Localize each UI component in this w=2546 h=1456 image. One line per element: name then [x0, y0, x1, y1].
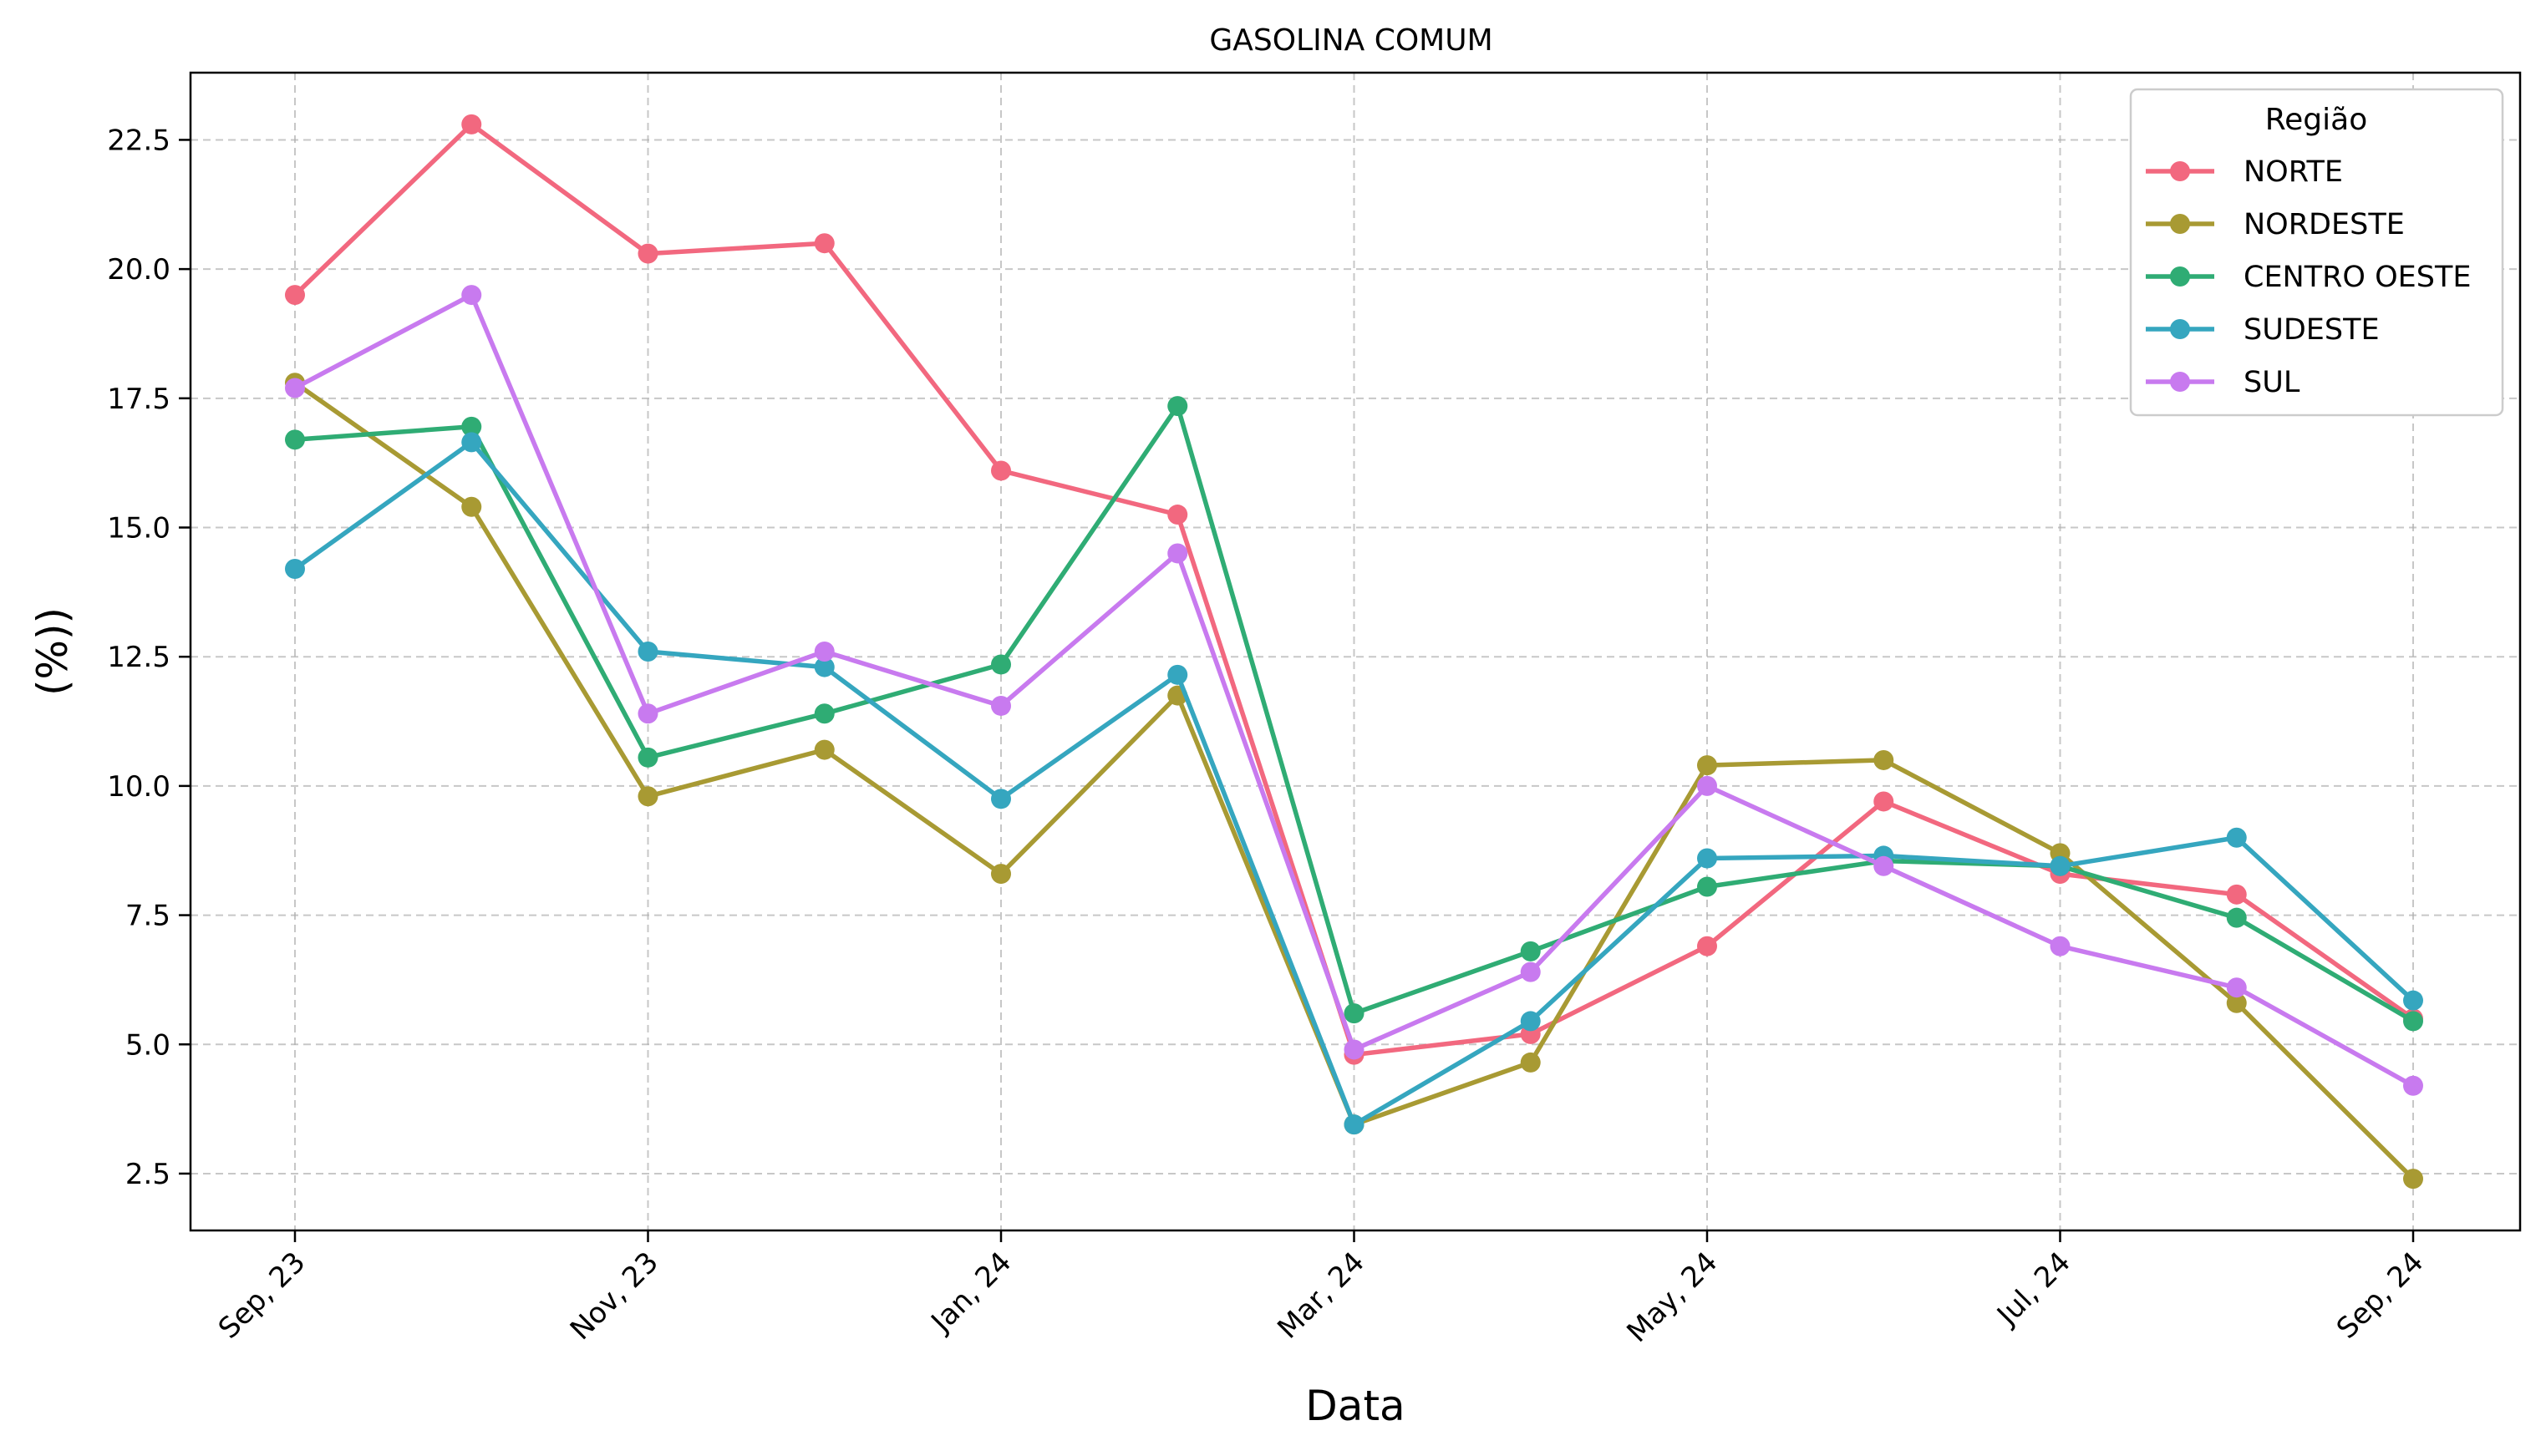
legend: Região NORTE NORDESTE CENTRO OESTE SUDESTE S… [2129, 88, 2504, 417]
data-point-centro-oeste [285, 429, 305, 450]
series-sul [285, 285, 2423, 1096]
x-axis-label: Data [1305, 1382, 1405, 1430]
data-point-sudeste [461, 432, 482, 453]
data-point-sul [1697, 775, 1717, 796]
data-point-centro-oeste [1167, 396, 1188, 417]
x-tick-label: Jan, 24 [924, 1245, 1019, 1340]
data-point-sul [1344, 1039, 1364, 1060]
series-sudeste [285, 432, 2423, 1135]
legend-label: NORTE [2244, 155, 2343, 189]
data-point-centro-oeste [1697, 876, 1717, 897]
x-tick-label: Sep, 24 [2330, 1245, 2430, 1345]
legend-label: SUDESTE [2244, 313, 2380, 347]
data-point-sul [1873, 855, 1894, 876]
legend-swatch-marker [2170, 319, 2190, 339]
chart-title: GASOLINA COMUM [1209, 23, 1492, 58]
y-tick-label: 17.5 [107, 383, 170, 416]
data-point-sudeste [638, 642, 658, 662]
data-point-nordeste [638, 786, 658, 807]
y-tick-label: 7.5 [125, 900, 170, 933]
data-point-norte [1873, 791, 1894, 812]
data-point-sul [2403, 1075, 2423, 1096]
data-point-sudeste [1697, 848, 1717, 869]
data-point-sudeste [1167, 664, 1188, 685]
legend-swatch-marker [2170, 372, 2190, 392]
data-point-norte [991, 460, 1011, 481]
data-point-sudeste [991, 789, 1011, 809]
data-point-norte [814, 233, 835, 254]
plot-area-frame [189, 71, 2522, 1232]
legend-entry-sudeste: SUDESTE [2146, 313, 2380, 347]
data-point-sudeste [1344, 1114, 1364, 1135]
data-point-sul [638, 703, 658, 724]
data-point-centro-oeste [2403, 1011, 2423, 1032]
legend-title: Região [2265, 103, 2367, 137]
data-point-sul [461, 285, 482, 306]
data-point-centro-oeste [2226, 907, 2247, 928]
legend-label: SUL [2244, 366, 2300, 399]
data-point-sul [814, 642, 835, 662]
x-tick-label: Mar, 24 [1271, 1245, 1371, 1346]
data-point-norte [2226, 884, 2247, 905]
series-layer [285, 114, 2423, 1190]
data-point-nordeste [2403, 1169, 2423, 1190]
data-point-nordeste [814, 739, 835, 760]
data-point-sudeste [285, 559, 305, 579]
data-point-norte [1167, 505, 1188, 525]
data-point-sudeste [814, 657, 835, 677]
legend-box [2129, 88, 2504, 417]
data-point-nordeste [461, 496, 482, 517]
y-tick-label: 5.0 [125, 1028, 170, 1062]
data-point-centro-oeste [1344, 1003, 1364, 1024]
legend-entry-norte: NORTE [2146, 155, 2343, 189]
data-point-centro-oeste [1520, 941, 1541, 961]
y-axis-label: (%)) [28, 607, 77, 696]
data-point-sul [2050, 936, 2071, 956]
data-point-norte [461, 114, 482, 134]
legend-entry-centro-oeste: CENTRO OESTE [2146, 261, 2471, 294]
legend-entry-nordeste: NORDESTE [2146, 208, 2405, 241]
data-point-sul [285, 378, 305, 398]
data-point-centro-oeste [991, 654, 1011, 675]
data-point-sudeste [2226, 827, 2247, 848]
legend-entries: NORTE NORDESTE CENTRO OESTE SUDESTE SUL [2146, 155, 2471, 399]
y-axis: 2.5 5.0 7.5 10.0 12.5 15.0 17.5 20.0 22.5 [107, 124, 191, 1191]
y-tick-label: 15.0 [107, 512, 170, 545]
data-point-nordeste [1697, 755, 1717, 776]
data-point-norte [285, 285, 305, 306]
legend-swatch-marker [2170, 161, 2190, 181]
x-tick-label: Nov, 23 [564, 1245, 665, 1347]
data-point-norte [1697, 936, 1717, 956]
data-point-sudeste [2403, 990, 2423, 1011]
y-tick-label: 20.0 [107, 253, 170, 287]
data-point-sudeste [1520, 1011, 1541, 1032]
data-point-sul [2226, 977, 2247, 998]
data-point-nordeste [1520, 1052, 1541, 1073]
data-point-norte [638, 243, 658, 264]
data-point-sul [1167, 543, 1188, 564]
data-point-sul [1520, 961, 1541, 982]
data-point-centro-oeste [638, 747, 658, 768]
x-tick-label: Jul, 24 [1990, 1245, 2077, 1333]
data-point-centro-oeste [461, 416, 482, 437]
data-point-nordeste [2226, 992, 2247, 1013]
legend-entry-sul: SUL [2146, 366, 2300, 399]
legend-label: NORDESTE [2244, 208, 2405, 241]
y-tick-label: 2.5 [125, 1158, 170, 1191]
y-tick-label: 12.5 [107, 641, 170, 674]
legend-swatch-marker [2170, 266, 2190, 287]
data-point-nordeste [1873, 749, 1894, 770]
legend-label: CENTRO OESTE [2244, 261, 2471, 294]
x-tick-label: Sep, 23 [212, 1245, 312, 1345]
legend-swatch-marker [2170, 214, 2190, 234]
data-point-centro-oeste [814, 703, 835, 724]
y-tick-label: 22.5 [107, 124, 170, 157]
data-point-sudeste [2050, 855, 2071, 876]
y-tick-label: 10.0 [107, 770, 170, 804]
x-axis: Sep, 23 Nov, 23 Jan, 24 Mar, 24 May, 24 Jul, … [212, 1230, 2430, 1349]
x-tick-label: May, 24 [1620, 1245, 1724, 1349]
data-point-nordeste [991, 864, 1011, 885]
data-point-sul [991, 695, 1011, 716]
